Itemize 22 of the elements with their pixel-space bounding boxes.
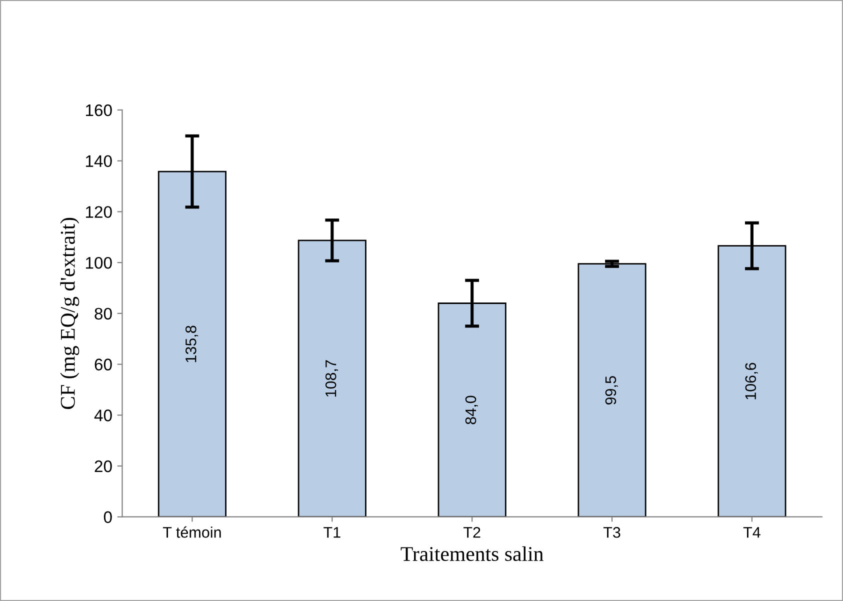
x-axis-title: Traitements salin — [400, 546, 544, 562]
data-label: 99,5 — [605, 376, 618, 404]
data-label: 84,0 — [465, 396, 478, 424]
bar — [578, 263, 646, 517]
x-tick-label: T4 — [743, 527, 760, 538]
data-label: 108,7 — [325, 360, 338, 397]
y-axis-title: CF (mg EQ/g d'extrait) — [60, 218, 80, 410]
data-label: 135,8 — [185, 326, 198, 362]
y-tick-label: 160 — [86, 104, 112, 116]
y-tick-label: 60 — [94, 358, 112, 370]
x-tick-label: T3 — [603, 526, 620, 538]
x-tick-label: T témoin — [162, 526, 221, 538]
y-tick-label: 20 — [94, 460, 112, 472]
y-tick-label: 140 — [86, 155, 112, 168]
y-tick-label: 100 — [86, 256, 112, 269]
x-tick-label: T1 — [324, 527, 340, 538]
y-tick-label: 40 — [94, 410, 112, 422]
x-tick-label: T2 — [464, 526, 480, 538]
data-label: 106,6 — [745, 362, 758, 400]
y-tick-label: 80 — [94, 308, 112, 320]
y-tick-label: 0 — [104, 511, 112, 524]
y-tick-label: 120 — [86, 206, 112, 218]
